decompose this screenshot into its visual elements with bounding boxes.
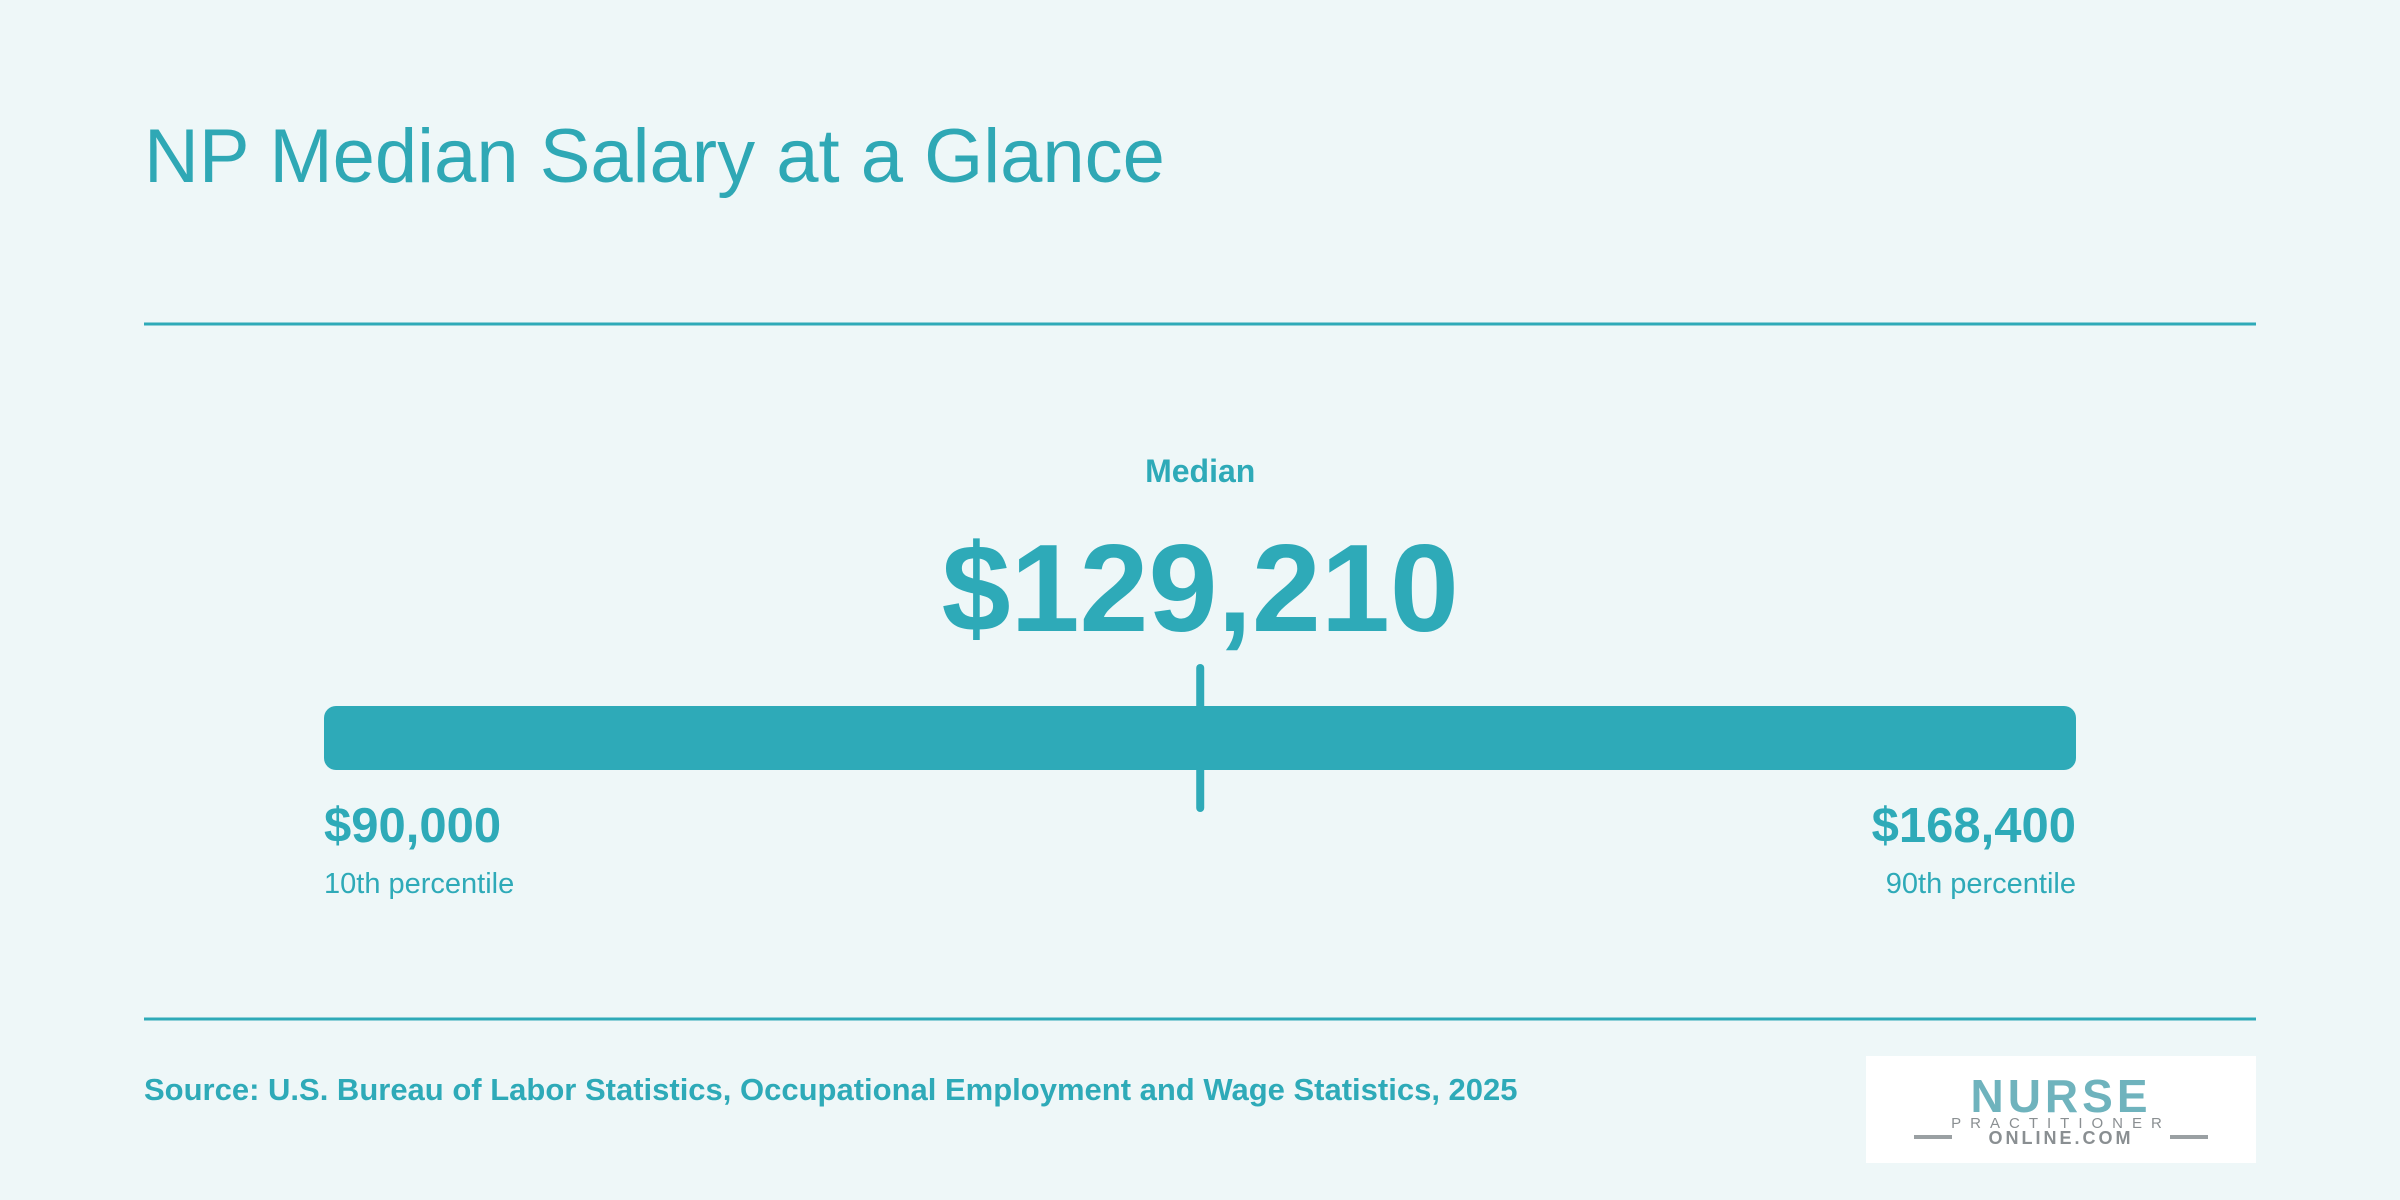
- logo-text: ONLINE.COM: [1989, 1128, 2134, 1148]
- median-label: Median: [1145, 453, 1255, 489]
- source-note: Source: U.S. Bureau of Labor Statistics,…: [144, 1072, 1518, 1107]
- logo-box: [1866, 1056, 2256, 1163]
- high-value: $168,400: [1872, 799, 2076, 853]
- low-value: $90,000: [324, 799, 501, 853]
- chart-title: NP Median Salary at a Glance: [144, 114, 1165, 199]
- logo: NURSE PRACTITIONER ONLINE.COM: [1866, 1056, 2256, 1163]
- logo-text: NURSE: [1970, 1070, 2151, 1122]
- median-value: $129,210: [942, 520, 1459, 658]
- high-label: 90th percentile: [1886, 868, 2076, 900]
- logo-text: PRACTITIONER: [1951, 1115, 2171, 1132]
- low-label: 10th percentile: [324, 868, 514, 900]
